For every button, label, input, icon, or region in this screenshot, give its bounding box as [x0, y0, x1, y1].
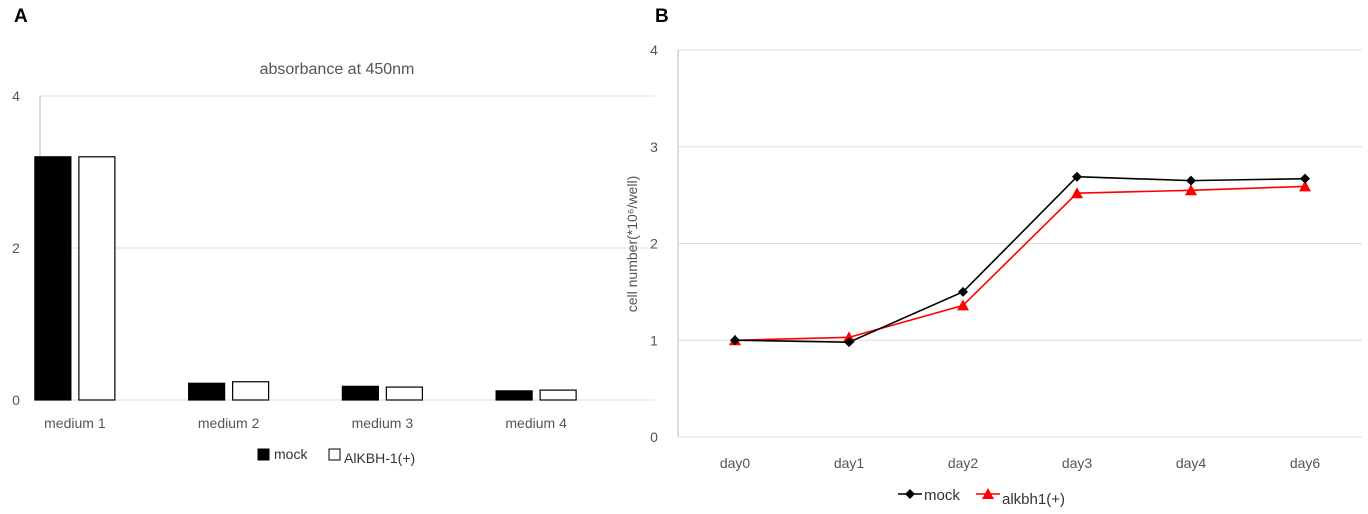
y-tick-label: 4 — [12, 88, 20, 104]
x-tick-label: medium 1 — [44, 415, 106, 431]
bar — [188, 382, 226, 401]
point-mock — [844, 337, 854, 348]
point-mock — [1186, 175, 1196, 186]
chart-title: absorbance at 450nm — [260, 61, 415, 78]
series-line-alkbh1 — [734, 185, 1306, 342]
y-tick-label: 1 — [650, 332, 658, 348]
point-alkbh1 — [957, 299, 969, 311]
legend-label-mock: mock — [274, 446, 308, 462]
bar — [34, 156, 72, 401]
point-mock — [1300, 173, 1310, 184]
y-tick-label: 4 — [650, 42, 658, 58]
point-alkbh1 — [1185, 184, 1197, 196]
bar-chart-absorbance: absorbance at 450nm 0 2 4 medium 1 medium 2 me… — [12, 61, 655, 466]
bar — [495, 390, 533, 401]
x-tick-label: medium 2 — [198, 415, 260, 431]
y-tick-label: 0 — [12, 392, 20, 408]
legend-label-alkbh1: alkbh1(+) — [1002, 491, 1065, 508]
point-mock — [958, 286, 968, 297]
y-axis-label: cell number(*10⁶/well) — [624, 176, 640, 312]
x-tick-label: medium 4 — [505, 415, 567, 431]
bar — [232, 381, 270, 401]
point-alkbh1 — [843, 331, 855, 343]
bar — [539, 389, 577, 401]
series-line-mock — [734, 175, 1306, 343]
x-tick-label: medium 3 — [352, 415, 414, 431]
x-tick-label: day6 — [1290, 455, 1321, 471]
point-alkbh1 — [1071, 187, 1083, 199]
x-tick-label: day2 — [948, 455, 979, 471]
y-tick-label: 2 — [12, 240, 20, 256]
legend-label-alkbh: AlKBH-1(+) — [344, 450, 415, 466]
y-tick-label: 0 — [650, 429, 658, 445]
point-alkbh1 — [1299, 180, 1311, 192]
legend-swatch-alkbh — [328, 448, 341, 461]
x-tick-label: day1 — [834, 455, 865, 471]
legend-marker-mock — [905, 489, 915, 499]
legend-swatch-mock — [257, 448, 270, 461]
bar — [385, 386, 423, 401]
bar — [78, 156, 116, 401]
y-tick-label: 3 — [650, 139, 658, 155]
point-mock — [730, 335, 740, 346]
bar — [341, 385, 379, 401]
y-tick-label: 2 — [650, 236, 658, 252]
x-tick-label: day0 — [720, 455, 751, 471]
legend-marker-alkbh1 — [982, 488, 994, 499]
point-mock — [1072, 171, 1082, 182]
panel-b-label: B — [655, 6, 669, 27]
x-tick-label: day3 — [1062, 455, 1093, 471]
panel-a-label: A — [14, 6, 28, 27]
x-tick-label: day4 — [1176, 455, 1207, 471]
legend-label-mock: mock — [924, 487, 960, 504]
